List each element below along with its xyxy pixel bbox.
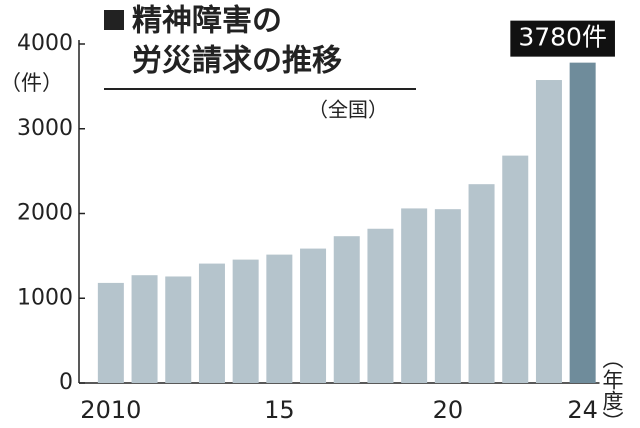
- bar: [232, 259, 259, 383]
- value-label: 3780件: [518, 23, 607, 52]
- y-tick-label: 4000: [17, 31, 73, 56]
- title-marker: [104, 10, 124, 30]
- bar: [468, 184, 495, 383]
- chart-title: 労災請求の推移: [132, 44, 342, 79]
- chart-subtitle: （全国）: [308, 98, 388, 122]
- chart-title: 精神障害の: [132, 4, 282, 39]
- bar: [266, 254, 293, 383]
- value-label-box: [510, 20, 615, 57]
- bar: [165, 276, 192, 383]
- x-tick-label: 20: [433, 396, 464, 424]
- bar: [434, 209, 461, 383]
- y-tick-label: 1000: [17, 285, 73, 310]
- bar: [333, 236, 360, 383]
- bar: [300, 248, 327, 383]
- bar: [569, 62, 596, 384]
- bar: [401, 208, 428, 383]
- x-tick-label: 2010: [80, 396, 141, 424]
- bar: [97, 282, 124, 383]
- y-tick-label: 0: [59, 370, 73, 395]
- bar: [198, 263, 225, 383]
- bar: [502, 155, 529, 383]
- x-axis-label: （年度）: [600, 348, 624, 428]
- bar: [535, 80, 562, 384]
- x-tick-label: 15: [264, 396, 295, 424]
- bar: [367, 228, 394, 383]
- y-axis-label: （件）: [0, 71, 63, 95]
- y-tick-label: 3000: [17, 116, 73, 141]
- x-tick-label: 24: [567, 396, 598, 424]
- bar: [131, 275, 158, 383]
- y-tick-label: 2000: [17, 201, 73, 226]
